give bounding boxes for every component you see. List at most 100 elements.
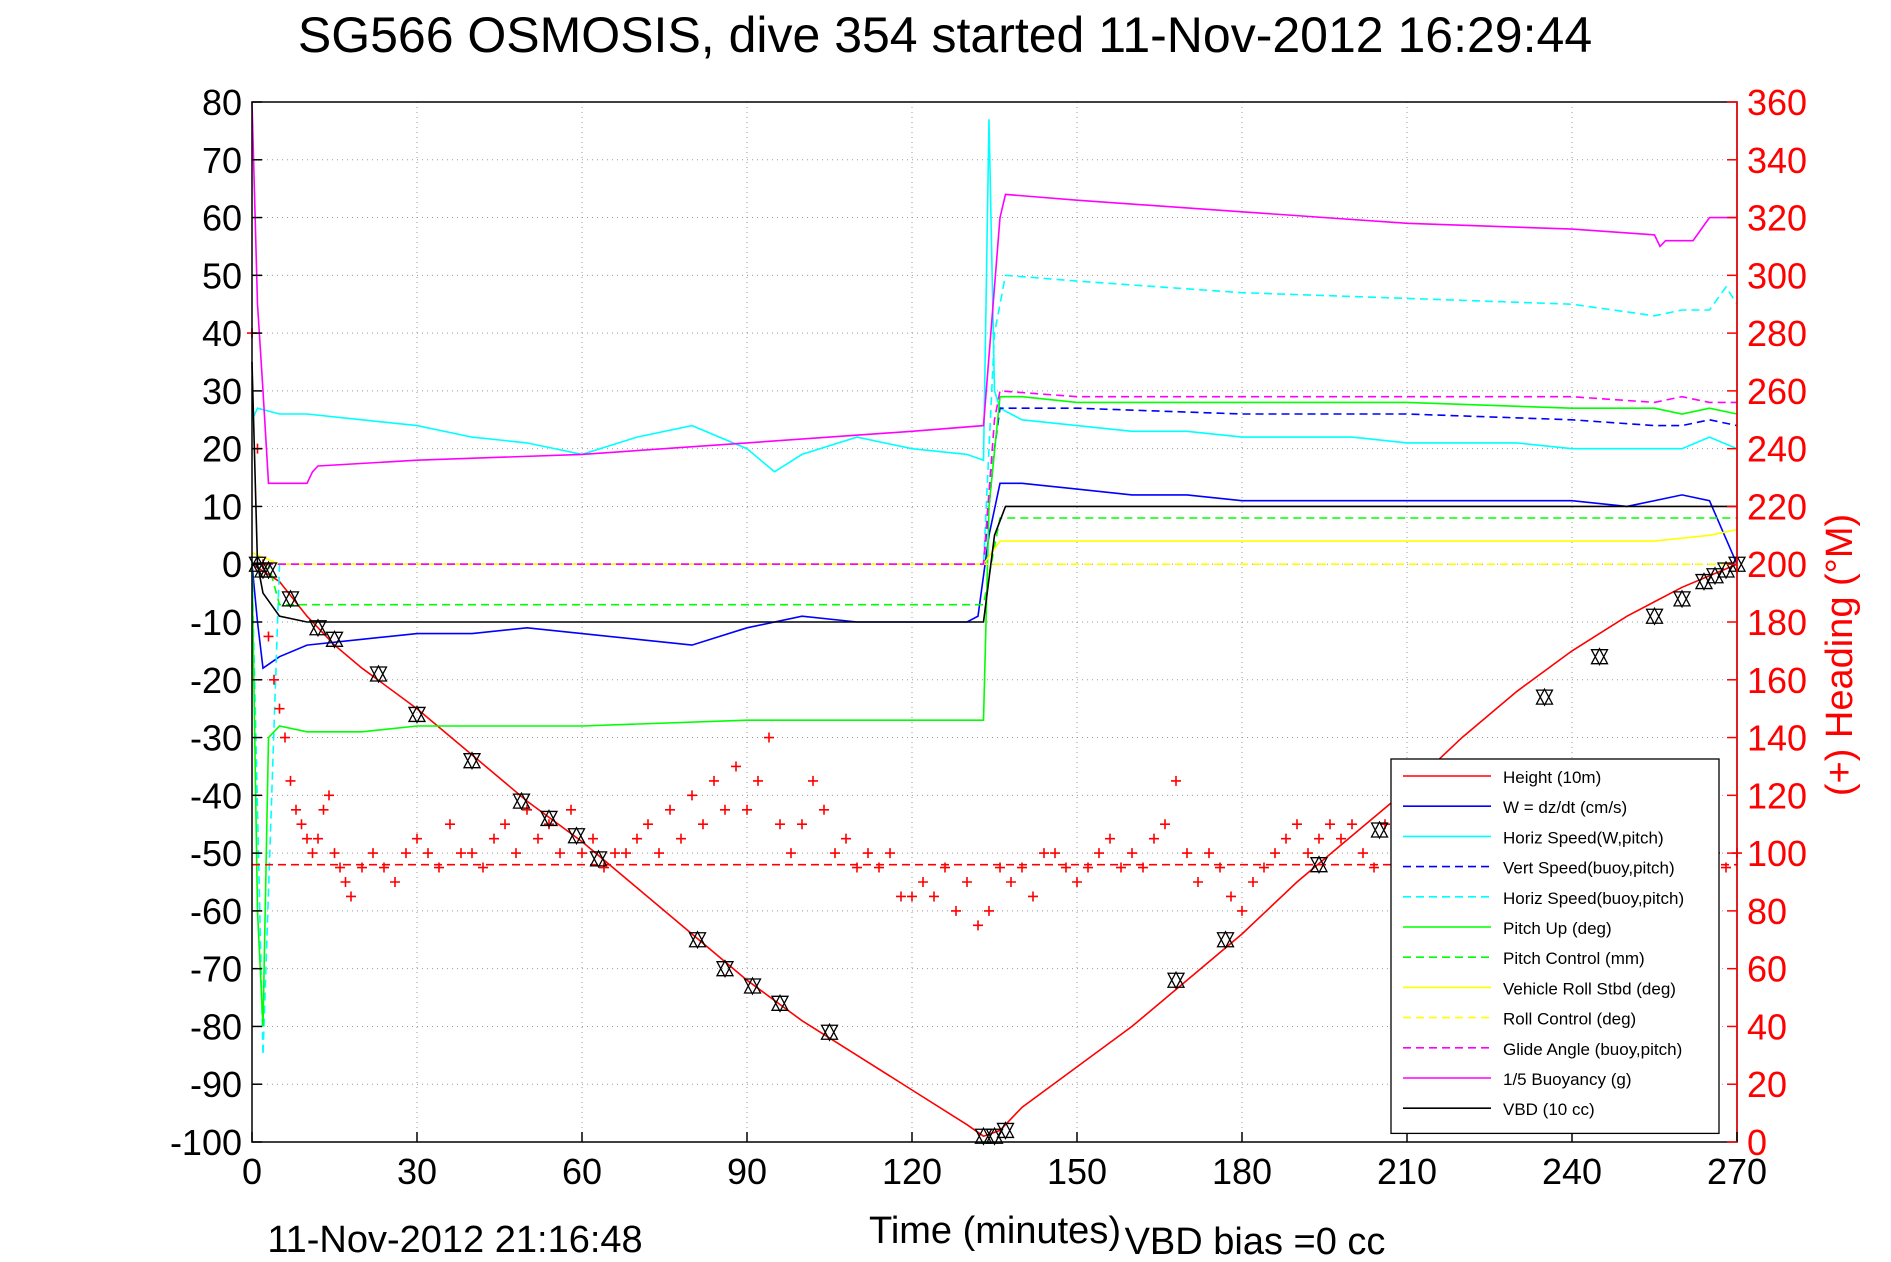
heading-point xyxy=(764,732,774,743)
height-sample-marker xyxy=(1535,687,1554,707)
heading-point xyxy=(280,732,290,743)
series-line-1-5-buoyancy-g xyxy=(251,101,1737,485)
legend-label: Vert Speed(buoy,pitch) xyxy=(1503,859,1675,878)
heading-point xyxy=(1160,819,1170,830)
height-sample-marker xyxy=(369,664,388,684)
height-sample-marker xyxy=(1166,970,1186,990)
heading-point xyxy=(1138,862,1148,873)
y-tick-labels-right: 3603403203002802602402202001801601401201… xyxy=(1727,82,1807,1163)
heading-point xyxy=(1204,848,1214,859)
heading-point xyxy=(610,848,620,859)
y-tick-label-right: 300 xyxy=(1747,255,1807,296)
heading-point xyxy=(1347,819,1357,830)
heading-point xyxy=(379,862,389,873)
x-tick-label: 150 xyxy=(1047,1151,1107,1192)
y-tick-label-left: -30 xyxy=(190,718,242,759)
y-tick-label-right: 120 xyxy=(1747,775,1807,816)
heading-point xyxy=(1270,848,1280,859)
x-tick-label: 0 xyxy=(242,1151,262,1192)
height-sample-marker xyxy=(462,751,482,771)
x-tick-label: 90 xyxy=(727,1151,767,1192)
height-sample-marker xyxy=(539,809,559,828)
y-tick-labels-left: 80 70 60 50 40 30 20 10 0 -10 -20 -30 -40 -50 -60 -70 -8… xyxy=(170,82,262,1163)
height-sample-marker xyxy=(996,1121,1015,1140)
height-sample-marker xyxy=(259,560,278,580)
heading-point xyxy=(1358,848,1368,859)
y-tick-label-left: -40 xyxy=(190,775,242,816)
height-sample-marker xyxy=(974,1126,993,1146)
heading-point xyxy=(709,775,719,786)
heading-point xyxy=(346,891,356,902)
heading-point xyxy=(1171,775,1181,786)
heading-point xyxy=(742,804,752,815)
heading-point xyxy=(500,819,510,830)
y-tick-label-right: 100 xyxy=(1747,833,1807,874)
heading-point xyxy=(1017,862,1027,873)
heading-point xyxy=(478,862,488,873)
height-sample-marker xyxy=(1645,606,1664,626)
heading-point xyxy=(676,833,686,844)
heading-point xyxy=(1226,891,1236,902)
y-tick-label-left: -100 xyxy=(170,1122,242,1163)
series-line-pitch-control-mm xyxy=(252,517,1737,606)
heading-point xyxy=(1193,877,1203,887)
height-sample-marker xyxy=(308,618,328,638)
heading-point xyxy=(632,833,642,844)
heading-point xyxy=(401,848,411,859)
heading-point xyxy=(313,833,323,844)
y-tick-label-left: -10 xyxy=(190,602,242,643)
x-tick-label: 180 xyxy=(1212,1151,1272,1192)
y-tick-label-left: 30 xyxy=(202,371,242,412)
y-tick-label-right: 180 xyxy=(1747,602,1807,643)
y-tick-label-left: -20 xyxy=(190,660,242,701)
heading-point xyxy=(577,848,587,859)
heading-point xyxy=(434,862,444,873)
legend-label: VBD (10 cc) xyxy=(1503,1100,1595,1119)
y-tick-label-left: 80 xyxy=(202,82,242,123)
heading-point xyxy=(698,819,708,830)
heading-point xyxy=(1281,833,1291,844)
y-tick-label-right: 340 xyxy=(1747,140,1807,181)
heading-point xyxy=(445,819,455,830)
heading-point xyxy=(555,848,565,859)
heading-point xyxy=(302,833,312,844)
y-tick-label-left: -70 xyxy=(190,949,242,990)
heading-point xyxy=(775,819,785,830)
heading-point xyxy=(863,848,873,859)
series-line-vehicle-roll-stbd-deg xyxy=(251,528,1738,566)
y-tick-label-right: 160 xyxy=(1747,660,1807,701)
height-sample-marker xyxy=(407,705,427,724)
heading-point xyxy=(984,905,994,916)
x-tick-label: 240 xyxy=(1542,1151,1602,1192)
heading-point xyxy=(291,804,301,815)
x-axis-label: Time (minutes) xyxy=(869,1210,1121,1252)
x-tick-label: 210 xyxy=(1377,1151,1437,1192)
y-tick-label-right: 140 xyxy=(1747,718,1807,759)
series-line-w-dz-dt-cm-s xyxy=(251,482,1738,670)
heading-point xyxy=(1116,862,1126,873)
y-tick-label-left: -60 xyxy=(190,891,242,932)
heading-point xyxy=(720,804,730,815)
heading-point xyxy=(423,848,433,859)
height-sample-marker xyxy=(281,589,300,609)
footer-timestamp: 11-Nov-2012 21:16:48 xyxy=(267,1219,642,1261)
heading-point xyxy=(918,877,928,887)
heading-point xyxy=(852,862,862,873)
legend-box xyxy=(1390,758,1720,1135)
heading-point xyxy=(1149,833,1159,844)
legend-label: Pitch Up (deg) xyxy=(1503,919,1612,938)
heading-point xyxy=(1061,862,1071,873)
heading-point xyxy=(1072,877,1082,887)
y-tick-label-right: 260 xyxy=(1747,371,1807,412)
heading-point xyxy=(1127,848,1137,859)
x-tick-label: 60 xyxy=(562,1151,602,1192)
y-tick-label-left: -50 xyxy=(190,833,242,874)
height-sample-marker xyxy=(1672,589,1692,609)
heading-point xyxy=(1369,862,1379,873)
heading-point xyxy=(797,819,807,830)
heading-point xyxy=(830,848,840,859)
heading-point xyxy=(786,848,796,859)
x-tick-label: 120 xyxy=(882,1151,942,1192)
y-tick-label-left: 70 xyxy=(202,140,242,181)
heading-point xyxy=(324,790,334,801)
